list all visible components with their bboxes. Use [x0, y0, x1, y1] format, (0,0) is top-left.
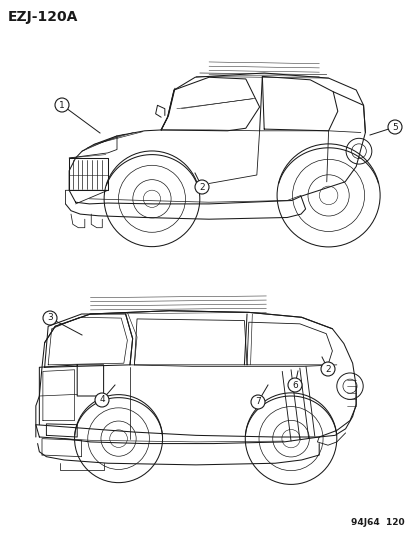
- Text: 6: 6: [292, 381, 297, 390]
- Text: 94J64  120: 94J64 120: [351, 518, 404, 527]
- Circle shape: [195, 180, 209, 194]
- Circle shape: [95, 393, 109, 407]
- Circle shape: [387, 120, 401, 134]
- Circle shape: [287, 378, 301, 392]
- Circle shape: [250, 395, 264, 409]
- Text: 5: 5: [391, 123, 397, 132]
- Text: 2: 2: [199, 182, 204, 191]
- Circle shape: [320, 362, 334, 376]
- Text: EZJ-120A: EZJ-120A: [8, 10, 78, 24]
- Text: 2: 2: [324, 365, 330, 374]
- Text: 3: 3: [47, 313, 53, 322]
- Text: 7: 7: [254, 398, 260, 407]
- Circle shape: [43, 311, 57, 325]
- Text: 1: 1: [59, 101, 65, 109]
- Text: 4: 4: [99, 395, 104, 405]
- Circle shape: [55, 98, 69, 112]
